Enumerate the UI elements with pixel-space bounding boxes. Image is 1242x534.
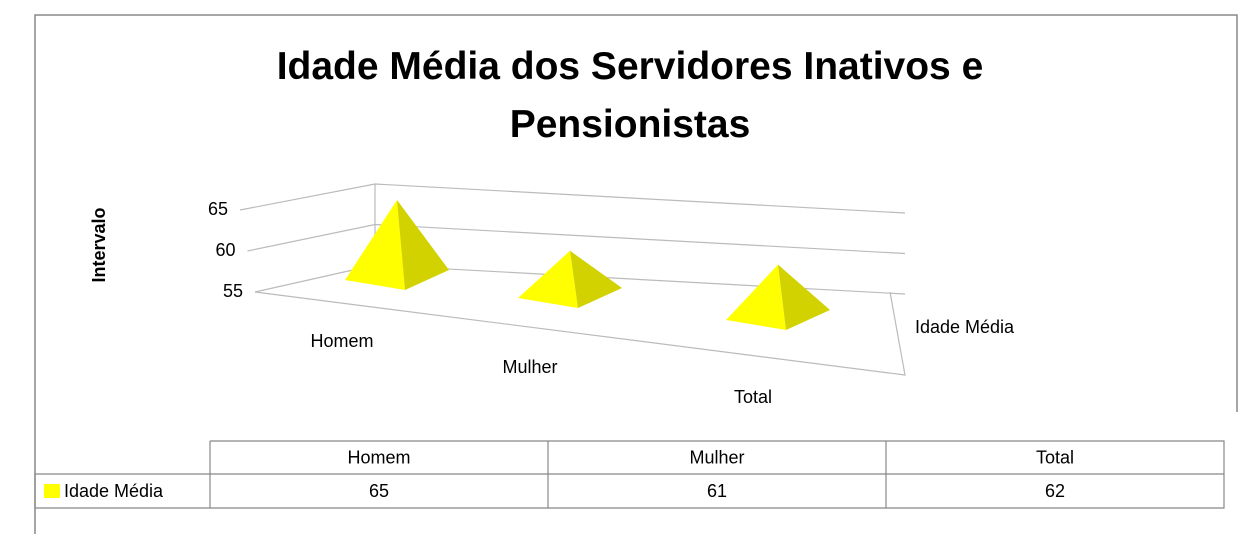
pyramid-face — [726, 264, 786, 330]
table-grid — [34, 440, 1225, 509]
pyramid-face — [397, 200, 449, 290]
grid-line — [239, 183, 906, 214]
table-value: 62 — [1045, 481, 1065, 501]
chart-border — [34, 14, 1238, 534]
legend-swatch — [44, 484, 60, 498]
pyramid — [518, 250, 622, 308]
x-tick-label: Homem — [310, 331, 373, 351]
depth-axis-label: Idade Média — [915, 317, 1015, 337]
legend-label: Idade Média — [64, 481, 164, 501]
table-header: Mulher — [689, 447, 744, 467]
pyramid — [726, 264, 830, 330]
pyramid-face — [518, 250, 578, 308]
y-tick-label: 65 — [208, 199, 228, 219]
chart-title: Idade Média dos Servidores Inativos e Pe… — [276, 45, 984, 146]
table-header: Total — [1036, 447, 1074, 467]
pyramid-face — [570, 250, 622, 308]
pyramid-face — [345, 200, 405, 290]
table-value: 61 — [707, 481, 727, 501]
floor-edge — [254, 291, 906, 376]
table-value: 65 — [369, 481, 389, 501]
pyramid-face — [778, 264, 830, 330]
pyramid — [345, 200, 449, 290]
x-tick-label: Mulher — [502, 357, 557, 377]
y-tick-label: 55 — [223, 281, 243, 301]
x-tick-label: Total — [734, 387, 772, 407]
y-axis-label: Intervalo — [89, 207, 109, 282]
y-tick-label: 60 — [215, 240, 235, 260]
table-header: Homem — [347, 447, 410, 467]
grid-line — [247, 223, 906, 255]
